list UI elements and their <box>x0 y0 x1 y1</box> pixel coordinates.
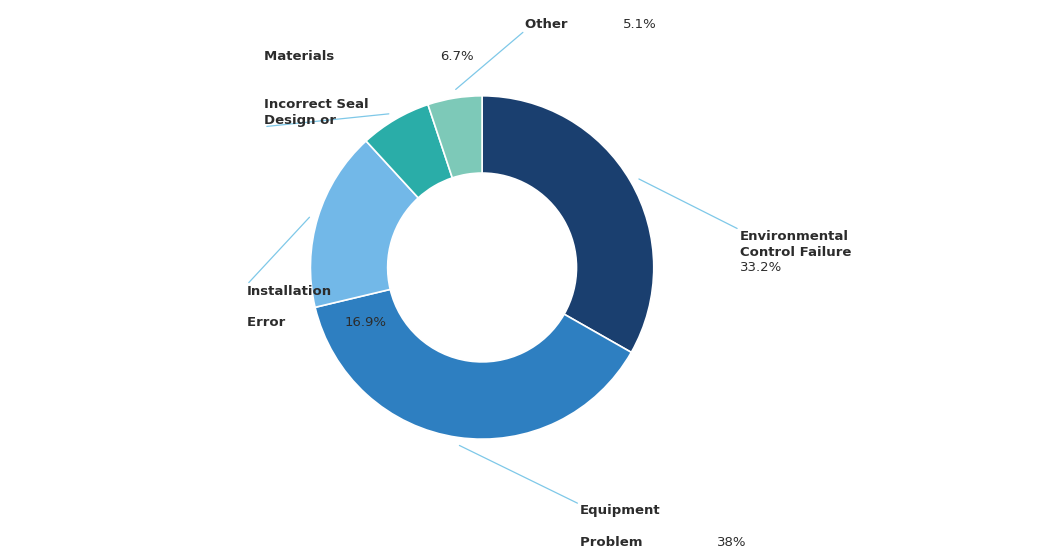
Text: Materials: Materials <box>264 50 339 63</box>
Text: Installation: Installation <box>247 285 332 298</box>
Text: 5.1%: 5.1% <box>623 18 656 31</box>
Wedge shape <box>311 141 418 307</box>
Text: Incorrect Seal
Design or: Incorrect Seal Design or <box>264 98 369 126</box>
Wedge shape <box>428 96 482 178</box>
Text: 33.2%: 33.2% <box>739 261 782 273</box>
Text: Environmental
Control Failure: Environmental Control Failure <box>739 230 850 258</box>
Text: Error: Error <box>247 316 290 329</box>
Text: 16.9%: 16.9% <box>344 316 386 329</box>
Wedge shape <box>482 96 654 353</box>
Wedge shape <box>315 289 631 439</box>
Text: Other: Other <box>525 18 572 31</box>
Wedge shape <box>366 104 453 198</box>
Text: Equipment: Equipment <box>580 504 660 518</box>
Text: Problem: Problem <box>580 536 647 549</box>
Text: 6.7%: 6.7% <box>440 50 474 63</box>
Text: 38%: 38% <box>717 536 747 549</box>
